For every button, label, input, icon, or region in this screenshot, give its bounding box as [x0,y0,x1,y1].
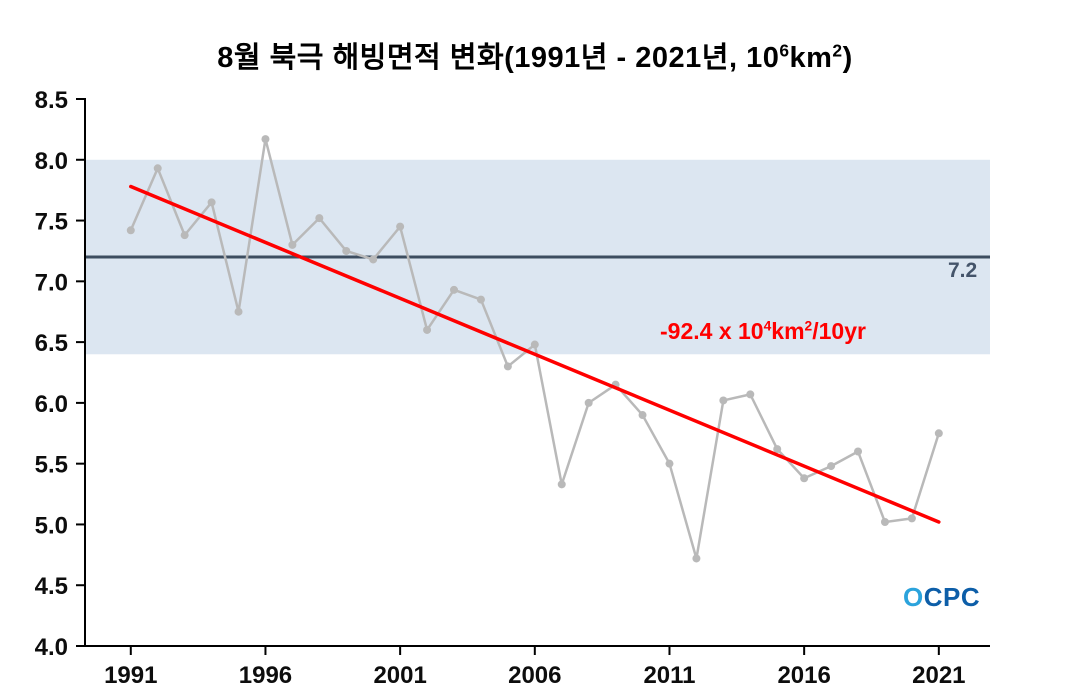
x-tick-label: 2021 [912,662,965,689]
title-superscript-exponent: 6 [779,40,790,61]
data-point [719,396,728,405]
title-superscript-squared: 2 [832,40,843,61]
data-point [315,214,324,223]
x-tick-label: 2006 [508,662,561,689]
data-point [584,398,593,407]
data-point [934,429,943,438]
annotation-unit-text: km [771,318,805,344]
y-tick-label: 7.0 [35,269,68,296]
title-text: 8월 북극 해빙면적 변화(1991년 - 2021년, 10 [217,42,780,74]
data-point [773,445,782,454]
y-tick-label: 8.5 [35,87,68,114]
data-point [153,164,162,173]
data-point [692,554,701,563]
trend-slope-annotation: -92.4 x 104km2/10yr [660,318,866,345]
annotation-superscript-exponent: 4 [763,318,772,334]
title-unit-text: km [789,42,833,74]
data-point [396,222,405,231]
y-tick-label: 7.5 [35,209,68,236]
data-point [503,362,512,371]
x-tick-label: 2016 [777,662,830,689]
trend-line [129,184,941,524]
data-point [342,246,351,255]
logo-letters-cpc: CPC [923,582,981,612]
x-tick-label: 1991 [104,662,157,689]
data-point [907,514,916,523]
annotation-value-text: -92.4 x 10 [660,318,764,344]
data-point [854,447,863,456]
annotation-per-decade-text: /10yr [812,318,866,344]
chart-title: 8월 북극 해빙면적 변화(1991년 - 2021년, 106km2) [0,34,1070,76]
y-tick-label: 6.0 [35,391,68,418]
data-point [800,474,809,483]
data-point [288,240,297,249]
y-tick-label: 8.0 [35,148,68,175]
data-point [476,295,485,304]
logo-letter-o: O [903,582,924,612]
y-tick-label: 4.0 [35,634,68,661]
data-point [261,135,270,144]
data-point [880,518,889,527]
mean-value-label: 7.2 [948,259,978,282]
x-tick-label: 2011 [643,662,695,689]
data-point [746,390,755,399]
x-tick-label: 1996 [239,662,292,689]
data-point [665,459,674,468]
ocpc-logo: OCPC [903,582,980,613]
title-close-paren: ) [842,42,853,74]
y-tick-label: 5.0 [35,512,68,539]
data-point [234,307,243,316]
y-tick-label: 5.5 [35,452,68,479]
y-tick-label: 4.5 [35,573,68,600]
data-point [827,462,836,471]
data-point [369,255,378,264]
data-point [126,226,135,235]
data-point [530,340,539,349]
data-point [557,480,566,489]
y-tick-label: 6.5 [35,330,68,357]
data-point [638,411,647,420]
data-point [207,198,216,207]
annotation-superscript-squared: 2 [804,318,813,334]
data-point [423,325,432,334]
x-tick-label: 2001 [373,662,426,689]
data-point [180,231,189,240]
data-point [450,285,459,294]
